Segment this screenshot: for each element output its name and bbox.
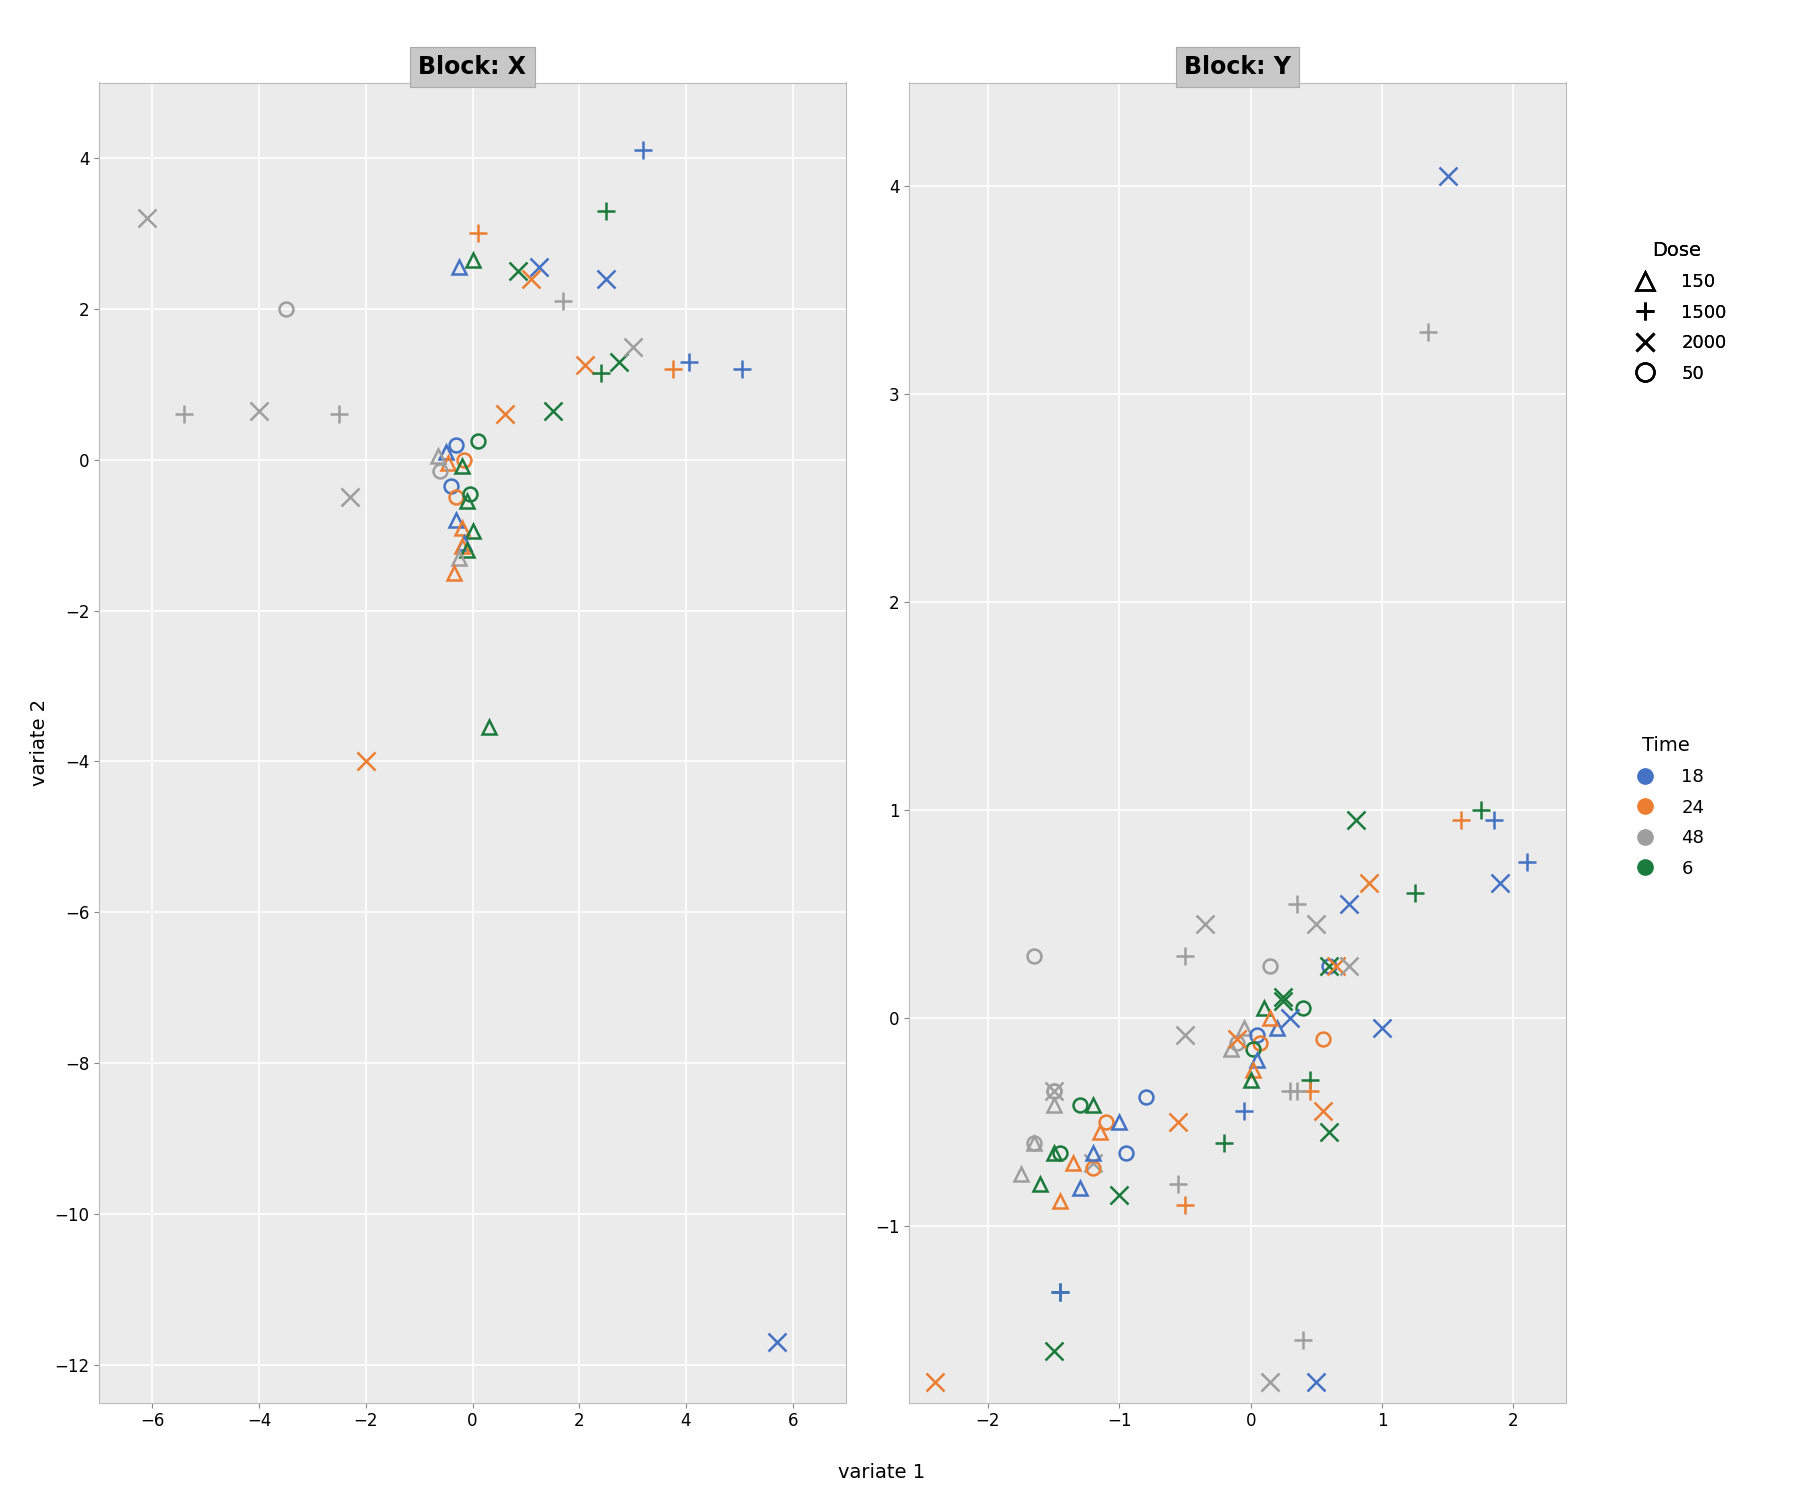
- Text: variate 1: variate 1: [839, 1462, 925, 1482]
- Title: Block: Y: Block: Y: [1184, 56, 1291, 80]
- Legend: 150, 1500, 2000, 50: 150, 1500, 2000, 50: [1620, 234, 1733, 390]
- Title: Block: X: Block: X: [418, 56, 526, 80]
- Y-axis label: variate 2: variate 2: [29, 699, 49, 786]
- Legend: 18, 24, 48, 6: 18, 24, 48, 6: [1620, 729, 1712, 885]
